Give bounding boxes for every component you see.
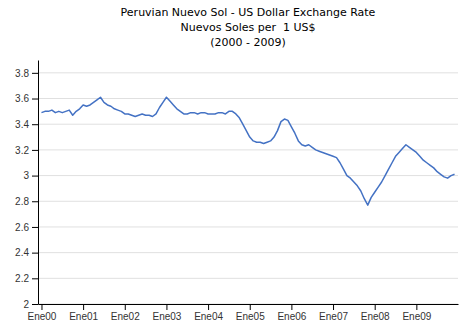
x-tick: Ene05 xyxy=(236,304,265,322)
y-axis-line xyxy=(38,61,39,305)
y-tick-label: 2.6 xyxy=(15,222,29,233)
y-tick-label: 2.4 xyxy=(15,247,29,258)
x-tick-mark xyxy=(166,304,167,310)
x-tick: Ene02 xyxy=(111,304,140,322)
y-tick: 3 xyxy=(23,170,38,181)
x-tick-mark xyxy=(208,304,209,310)
x-tick-mark xyxy=(333,304,334,310)
x-tick-mark xyxy=(416,304,417,310)
title-line: (2000 - 2009) xyxy=(210,36,286,49)
grid-line xyxy=(38,304,458,305)
y-tick-mark xyxy=(32,253,38,254)
x-tick-label: Ene08 xyxy=(361,311,390,322)
x-tick-label: Ene06 xyxy=(277,311,306,322)
y-tick-mark xyxy=(32,176,38,177)
x-tick: Ene09 xyxy=(402,304,431,322)
y-tick-mark xyxy=(32,73,38,74)
title: Peruvian Nuevo Sol - US Dollar Exchange … xyxy=(121,6,376,49)
y-tick: 3.8 xyxy=(15,68,38,79)
grid-line xyxy=(38,226,458,227)
grid-line xyxy=(38,149,458,150)
x-tick: Ene08 xyxy=(361,304,390,322)
plot-area: Ene00 Ene01 Ene02 Ene03 Ene04 Ene05 Ene06 Ene07… xyxy=(15,61,458,323)
x-tick-label: Ene00 xyxy=(28,311,57,322)
x-tick-label: Ene05 xyxy=(236,311,265,322)
marks xyxy=(41,97,454,205)
y-tick-mark xyxy=(32,227,38,228)
y-tick: 2.2 xyxy=(15,273,38,284)
x-axis: Ene00 Ene01 Ene02 Ene03 Ene04 Ene05 Ene06 Ene07… xyxy=(28,304,459,322)
chart: Peruvian Nuevo Sol - US Dollar Exchange … xyxy=(0,0,474,328)
y-tick-label: 3.4 xyxy=(15,119,29,130)
grid-line xyxy=(38,72,458,73)
y-tick: 2.6 xyxy=(15,222,38,233)
y-tick-mark xyxy=(32,304,38,305)
x-tick-label: Ene02 xyxy=(111,311,140,322)
x-tick: Ene03 xyxy=(152,304,181,322)
y-tick: 3.6 xyxy=(15,93,38,104)
grid-line xyxy=(38,201,458,202)
x-tick-mark xyxy=(125,304,126,310)
y-tick: 3.2 xyxy=(15,145,38,156)
x-tick-label: Ene04 xyxy=(194,311,223,322)
x-tick-mark xyxy=(375,304,376,310)
y-tick: 2.4 xyxy=(15,247,38,258)
grid-line xyxy=(38,278,458,279)
x-tick-mark xyxy=(83,304,84,310)
grid-line xyxy=(38,252,458,253)
y-tick: 2.8 xyxy=(15,196,38,207)
y-tick-label: 2 xyxy=(23,299,29,310)
y-tick-mark xyxy=(32,201,38,202)
x-axis-line xyxy=(39,304,459,305)
x-tick-mark xyxy=(250,304,251,310)
grid-line xyxy=(38,124,458,125)
title-line: Peruvian Nuevo Sol - US Dollar Exchange … xyxy=(121,6,376,19)
y-tick-label: 3.8 xyxy=(15,68,29,79)
x-tick-label: Ene03 xyxy=(152,311,181,322)
y-tick-label: 2.8 xyxy=(15,196,29,207)
x-tick-label: Ene07 xyxy=(319,311,348,322)
y-axis: 2 2.2 2.4 2.6 2.8 3 3.2 3.4 3.6 3.8 xyxy=(15,61,38,310)
x-tick-mark xyxy=(41,304,42,310)
y-tick-label: 2.2 xyxy=(15,273,29,284)
line xyxy=(41,97,454,205)
grid-line xyxy=(38,175,458,176)
x-tick-label: Ene09 xyxy=(402,311,431,322)
y-tick: 3.4 xyxy=(15,119,38,130)
y-tick-mark xyxy=(32,124,38,125)
y-tick: 2 xyxy=(23,299,38,310)
y-tick-mark xyxy=(32,150,38,151)
x-tick-mark xyxy=(291,304,292,310)
y-tick-mark xyxy=(32,278,38,279)
x-tick: Ene01 xyxy=(69,304,98,322)
x-tick: Ene07 xyxy=(319,304,348,322)
x-tick: Ene00 xyxy=(28,304,57,322)
x-tick: Ene04 xyxy=(194,304,223,322)
grid xyxy=(38,73,458,304)
y-tick-label: 3.6 xyxy=(15,93,29,104)
x-tick: Ene06 xyxy=(277,304,306,322)
y-tick-mark xyxy=(32,99,38,100)
x-tick-label: Ene01 xyxy=(69,311,98,322)
y-tick-label: 3 xyxy=(23,170,29,181)
y-tick-label: 3.2 xyxy=(15,145,29,156)
title-line: Nuevos Soles per 1 US$ xyxy=(181,21,316,34)
